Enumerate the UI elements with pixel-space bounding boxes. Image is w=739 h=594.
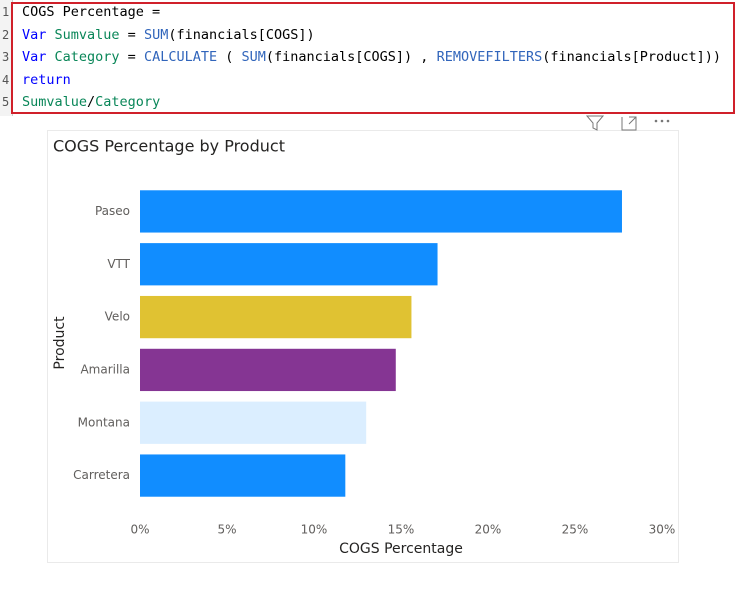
- filter-icon[interactable]: [585, 115, 605, 131]
- code-text: COGS Percentage =: [22, 1, 160, 23]
- x-tick-label: 25%: [562, 523, 589, 537]
- x-tick-label: 5%: [217, 523, 236, 537]
- chart-title: COGS Percentage by Product: [53, 137, 285, 156]
- code-token: COGS Percentage =: [22, 4, 161, 20]
- bar: [140, 295, 412, 339]
- line-number: 5: [2, 95, 10, 109]
- code-token: Var: [22, 26, 47, 43]
- bar: [140, 401, 367, 444]
- code-text: Var Category = CALCULATE ( SUM(financial…: [22, 46, 721, 68]
- y-tick-label: Amarilla: [80, 362, 130, 376]
- code-token: Sumvalue: [22, 94, 88, 110]
- code-token: Category: [46, 49, 120, 65]
- code-token: (: [217, 49, 242, 65]
- y-axis-title: Product: [52, 316, 68, 370]
- code-token: SUM: [143, 26, 169, 43]
- y-tick-label: Paseo: [95, 204, 130, 218]
- code-token: =: [119, 26, 144, 43]
- x-tick-label: 20%: [475, 523, 502, 537]
- line-number: 2: [2, 27, 10, 42]
- code-token: CALCULATE: [143, 49, 218, 65]
- line-number: 3: [2, 50, 10, 64]
- x-tick-label: 0%: [130, 523, 149, 537]
- code-text: return: [22, 69, 71, 91]
- highlight-box: [11, 2, 735, 114]
- code-token: return: [22, 71, 71, 88]
- x-tick-label: 10%: [301, 523, 328, 537]
- line-number: 1: [2, 5, 10, 19]
- line-number: 4: [2, 72, 10, 87]
- bar: [140, 190, 622, 233]
- y-tick-label: Carretera: [73, 468, 130, 482]
- code-token: Var: [22, 49, 47, 65]
- more-options-icon[interactable]: [654, 119, 670, 123]
- code-token: /: [87, 94, 96, 110]
- bar: [140, 348, 396, 392]
- code-token: Sumvalue: [46, 26, 120, 43]
- code-token: SUM: [241, 49, 266, 65]
- focus-icon[interactable]: [621, 116, 637, 131]
- x-axis-title: COGS Percentage: [339, 541, 463, 557]
- bar: [140, 454, 346, 497]
- code-token: REMOVEFILTERS: [436, 49, 543, 65]
- code-editor: 1 COGS Percentage = 2 Var Sumvalue = SUM(fi…: [0, 0, 739, 118]
- y-tick-label: Velo: [105, 310, 130, 324]
- code-token: =: [119, 49, 144, 65]
- code-token: (financials[COGS]): [168, 26, 315, 43]
- y-tick-label: Montana: [78, 415, 130, 429]
- code-text: Sumvalue/Category: [22, 91, 160, 113]
- code-token: Category: [95, 94, 161, 110]
- code-token: (financials[Product])): [542, 49, 722, 65]
- bar: [140, 243, 438, 286]
- y-tick-label: VTT: [107, 257, 130, 271]
- x-tick-label: 15%: [388, 523, 415, 537]
- code-token: (financials[COGS]) ,: [265, 49, 437, 65]
- code-text: Var Sumvalue = SUM(financials[COGS]): [22, 24, 315, 46]
- x-tick-label: 30%: [649, 523, 676, 537]
